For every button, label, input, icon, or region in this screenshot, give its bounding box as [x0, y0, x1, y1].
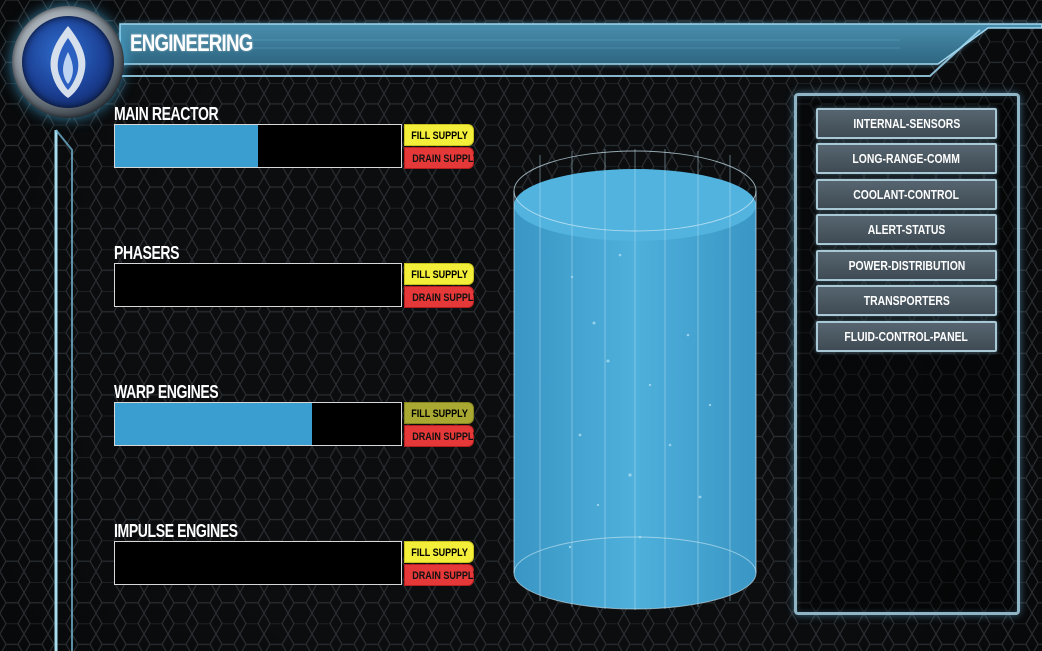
fill-supply-button[interactable]: FILL SUPPLY — [404, 124, 474, 146]
gauge-bar — [114, 541, 402, 585]
drain-supply-button[interactable]: DRAIN SUPPLY — [404, 425, 479, 447]
gauge-bar — [114, 124, 402, 168]
drain-supply-button[interactable]: DRAIN SUPPLY — [404, 147, 479, 169]
menu-power-distribution[interactable]: POWER-DISTRIBUTION — [816, 250, 997, 281]
gauge-fill — [115, 403, 313, 445]
drain-supply-button[interactable]: DRAIN SUPPLY — [404, 564, 479, 586]
coolant-tank — [513, 149, 757, 610]
menu-transporters[interactable]: TRANSPORTERS — [816, 285, 997, 316]
menu-long-range-comm[interactable]: LONG-RANGE-COMM — [816, 143, 997, 174]
gauge-fill — [115, 125, 258, 167]
menu-internal-sensors[interactable]: INTERNAL-SENSORS — [816, 108, 997, 139]
fill-supply-button[interactable]: FILL SUPPLY — [404, 541, 474, 563]
menu-fluid-control-panel[interactable]: FLUID-CONTROL-PANEL — [816, 321, 997, 352]
drain-supply-button[interactable]: DRAIN SUPPLY — [404, 286, 479, 308]
gauge-label: PHASERS — [114, 243, 180, 263]
gauge-label: WARP ENGINES — [114, 382, 219, 402]
menu-alert-status[interactable]: ALERT-STATUS — [816, 214, 997, 245]
tank-liquid — [514, 169, 756, 609]
fill-supply-button[interactable]: FILL SUPPLY — [404, 263, 474, 285]
gauge-label: MAIN REACTOR — [114, 104, 219, 124]
fill-supply-button[interactable]: FILL SUPPLY — [404, 402, 474, 424]
page-title: ENGINEERING — [130, 30, 253, 57]
flame-icon — [50, 26, 86, 98]
menu-coolant-control[interactable]: COOLANT-CONTROL — [816, 179, 997, 210]
gauge-label: IMPULSE ENGINES — [114, 521, 238, 541]
gauge-bar — [114, 263, 402, 307]
gauge-bar — [114, 402, 402, 446]
logo — [12, 6, 124, 118]
